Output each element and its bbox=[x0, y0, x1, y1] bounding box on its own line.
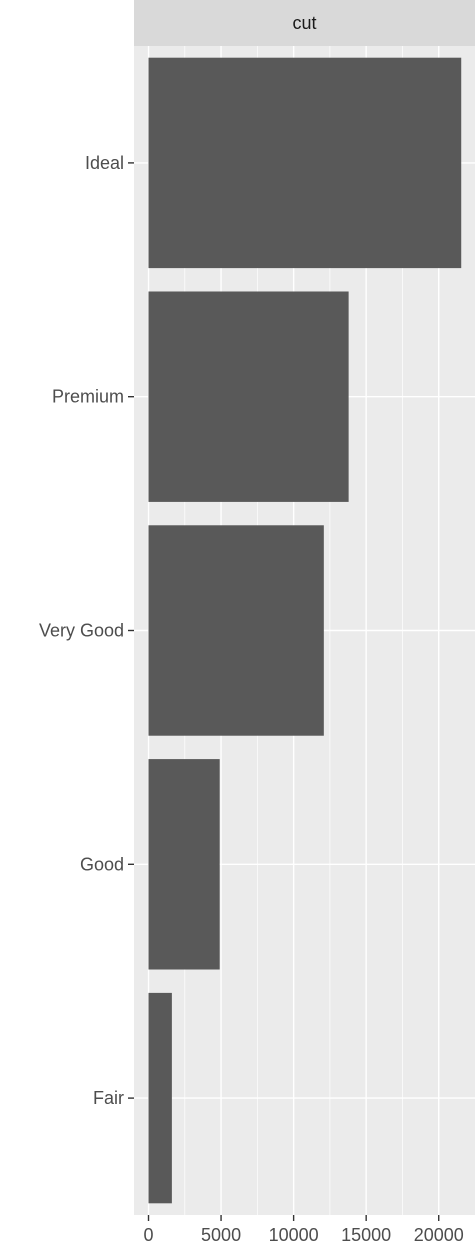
facet-strip bbox=[134, 0, 475, 46]
bar-premium bbox=[148, 291, 349, 502]
y-tick-label: Good bbox=[80, 854, 124, 874]
x-axis: 0 5000 10000 15000 20000 bbox=[144, 1215, 464, 1245]
y-tick-label: Premium bbox=[52, 387, 124, 407]
x-tick-label: 5000 bbox=[201, 1225, 241, 1245]
bar-ideal bbox=[148, 57, 462, 269]
bar-very-good bbox=[148, 525, 324, 736]
facet-label: cut bbox=[292, 13, 316, 33]
x-tick-label: 10000 bbox=[269, 1225, 319, 1245]
y-tick-label: Ideal bbox=[85, 153, 124, 173]
y-tick-label: Fair bbox=[93, 1088, 124, 1108]
x-tick-label: 15000 bbox=[341, 1225, 391, 1245]
x-tick-label: 0 bbox=[144, 1225, 154, 1245]
y-tick-label: Very Good bbox=[39, 621, 124, 641]
x-tick-label: 20000 bbox=[414, 1225, 464, 1245]
bar-good bbox=[148, 759, 220, 970]
bars bbox=[148, 57, 462, 1204]
bar-fair bbox=[148, 992, 172, 1204]
y-axis: Ideal Premium Very Good Good Fair bbox=[39, 153, 134, 1108]
